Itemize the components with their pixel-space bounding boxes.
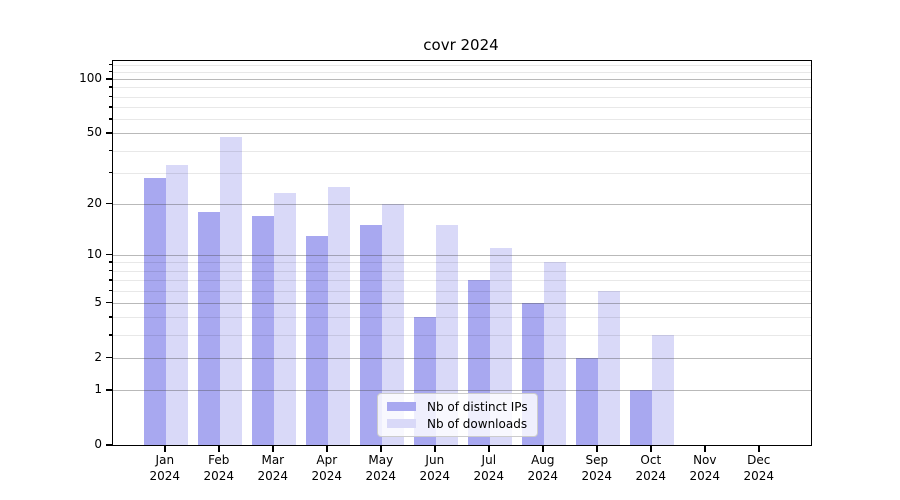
y-minor-tick-mark-4 — [108, 316, 112, 318]
legend-item-downloads: Nb of downloads — [387, 416, 528, 431]
gridline-minor-70 — [113, 107, 811, 109]
y-minor-tick-mark-30 — [108, 171, 112, 174]
y-tick-mark-5 — [106, 301, 112, 304]
gridline-major-100 — [113, 79, 811, 81]
y-minor-tick-mark-40 — [108, 149, 112, 152]
x-tick-label-mar: Mar 2024 — [257, 453, 289, 483]
y-minor-tick-mark-8 — [108, 269, 112, 272]
y-minor-tick-mark-70 — [108, 106, 112, 108]
bar-ips-apr — [305, 235, 328, 445]
x-tick-mark-may — [380, 445, 382, 452]
bar-ips-sep — [575, 357, 598, 445]
plot-area — [112, 60, 812, 446]
bar-downloads-aug — [543, 262, 566, 445]
x-tick-mark-feb — [218, 445, 220, 452]
x-tick-label-nov: Nov 2024 — [689, 453, 721, 483]
x-tick-mark-aug — [542, 445, 544, 452]
x-tick-mark-jul — [488, 445, 490, 452]
y-minor-tick-mark-6 — [108, 289, 112, 292]
bar-ips-may — [359, 225, 382, 445]
y-tick-mark-100 — [106, 78, 112, 80]
gridline-minor-30 — [113, 172, 811, 174]
y-minor-tick-mark-80 — [108, 95, 112, 98]
y-minor-tick-mark-9 — [108, 261, 112, 263]
bar-downloads-sep — [597, 290, 620, 445]
bar-downloads-jan — [165, 165, 188, 445]
x-tick-label-aug: Aug 2024 — [527, 453, 559, 483]
y-minor-tick-mark-3 — [108, 334, 112, 336]
gridline-minor-110 — [113, 71, 811, 73]
y-tick-label-20: 20 — [86, 195, 102, 210]
y-minor-tick-mark-60 — [108, 118, 112, 120]
ips-series-swatch — [387, 401, 416, 412]
x-tick-label-jul: Jul 2024 — [473, 453, 505, 483]
y-tick-label-100: 100 — [79, 71, 102, 86]
x-tick-mark-oct — [650, 445, 652, 452]
bar-downloads-feb — [219, 136, 242, 445]
x-tick-mark-jan — [164, 445, 166, 452]
y-tick-mark-1 — [106, 389, 112, 391]
x-tick-label-sep: Sep 2024 — [581, 453, 613, 483]
y-tick-mark-0 — [106, 444, 112, 446]
bar-ips-mar — [251, 215, 274, 445]
y-tick-label-50: 50 — [86, 125, 102, 140]
gridline-major-20 — [113, 203, 811, 205]
y-tick-mark-20 — [106, 202, 112, 205]
bar-ips-feb — [197, 211, 220, 445]
bar-downloads-apr — [327, 186, 350, 445]
y-tick-mark-50 — [106, 132, 112, 134]
legend-label-distinct-ips: Nb of distinct IPs — [427, 399, 528, 414]
legend: Nb of distinct IPs Nb of downloads — [377, 393, 538, 437]
chart-title: covr 2024 — [423, 36, 499, 54]
y-tick-mark-10 — [106, 253, 112, 256]
legend-item-distinct-ips: Nb of distinct IPs — [387, 399, 528, 414]
x-tick-mark-mar — [272, 445, 274, 452]
y-tick-label-2: 2 — [94, 349, 102, 364]
bar-ips-oct — [629, 390, 652, 445]
x-tick-label-may: May 2024 — [365, 453, 397, 483]
gridline-minor-90 — [113, 87, 811, 89]
bar-downloads-may — [381, 203, 404, 445]
x-tick-label-feb: Feb 2024 — [203, 453, 235, 483]
x-tick-mark-dec — [758, 445, 760, 452]
x-tick-label-jan: Jan 2024 — [149, 453, 181, 483]
downloads-series-swatch — [387, 418, 416, 429]
gridline-minor-80 — [113, 96, 811, 98]
bar-downloads-jun — [435, 225, 458, 445]
x-tick-mark-jun — [434, 445, 436, 452]
gridline-minor-120 — [113, 64, 811, 66]
bar-ips-jan — [143, 178, 166, 445]
x-tick-label-apr: Apr 2024 — [311, 453, 343, 483]
x-tick-mark-apr — [326, 445, 328, 452]
gridline-minor-60 — [113, 119, 811, 121]
y-minor-tick-mark-110 — [108, 70, 112, 73]
legend-label-downloads: Nb of downloads — [427, 416, 528, 431]
gridline-major-50 — [113, 133, 811, 135]
y-tick-label-5: 5 — [94, 294, 102, 309]
x-tick-label-jun: Jun 2024 — [419, 453, 451, 483]
x-tick-label-oct: Oct 2024 — [635, 453, 667, 483]
x-tick-mark-nov — [704, 445, 706, 452]
y-tick-mark-2 — [106, 356, 112, 359]
y-tick-label-1: 1 — [94, 382, 102, 397]
bar-downloads-oct — [651, 335, 674, 445]
y-minor-tick-mark-7 — [108, 279, 112, 281]
bar-downloads-mar — [273, 193, 296, 445]
y-tick-label-0: 0 — [94, 437, 102, 451]
x-tick-mark-sep — [596, 445, 598, 452]
x-tick-label-dec: Dec 2024 — [743, 453, 775, 483]
gridline-minor-40 — [113, 150, 811, 152]
y-tick-label-10: 10 — [86, 246, 102, 261]
y-minor-tick-mark-90 — [108, 86, 112, 88]
y-minor-tick-mark-120 — [108, 63, 112, 66]
